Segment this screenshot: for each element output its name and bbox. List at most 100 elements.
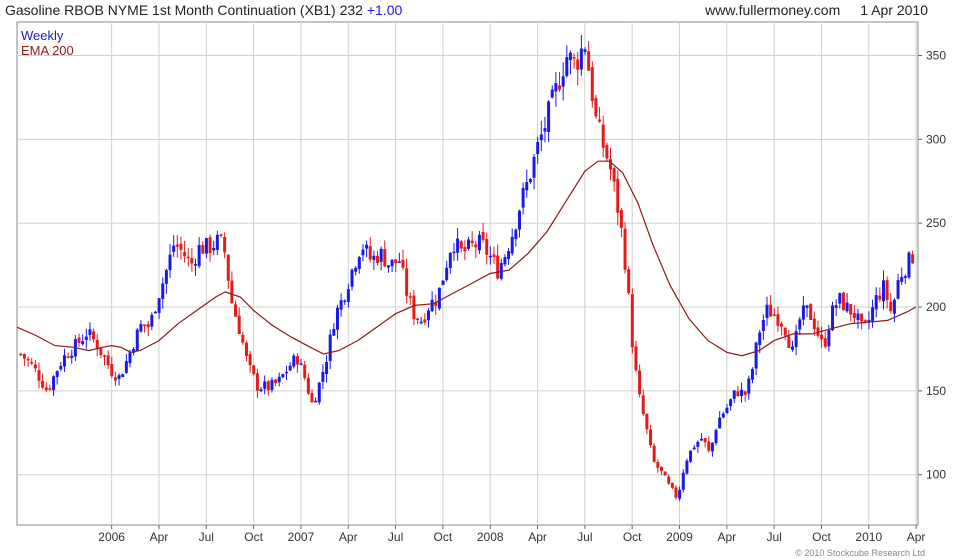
candle-body-up (696, 441, 700, 447)
price-change: +1.00 (366, 2, 403, 18)
candle-body-down (303, 364, 307, 378)
candle-body-up (161, 283, 165, 299)
candle-body-down (558, 85, 562, 90)
candle-body-down (237, 315, 241, 334)
candle-body-up (517, 210, 521, 230)
candle-body-down (627, 269, 631, 294)
candle-body-down (394, 259, 398, 264)
candle-body-up (445, 267, 449, 281)
candle-body-up (292, 355, 296, 367)
candle-body-up (346, 289, 350, 302)
candle-body-up (714, 429, 718, 444)
candle-body-up (419, 321, 423, 324)
candle-body-up (725, 407, 729, 413)
x-tick-label: Apr (528, 530, 547, 544)
candle-body-down (226, 254, 230, 281)
candle-body-up (550, 89, 554, 98)
candle-body-up (397, 261, 401, 263)
candle-body-down (241, 334, 245, 343)
y-tick-label: 250 (926, 216, 946, 230)
candle-body-up (678, 489, 682, 499)
candle-body-down (878, 295, 882, 300)
candle-body-down (22, 354, 26, 359)
x-tick-label: Jul (577, 530, 592, 544)
candle-body-up (871, 307, 875, 322)
candle-body-up (285, 371, 289, 374)
candle-body-up (212, 247, 216, 251)
x-tick-label: 2009 (666, 530, 693, 544)
candle-body-up (579, 48, 583, 70)
chart-header-meta: www.fullermoney.com 1 Apr 2010 (705, 0, 928, 20)
candle-body-down (401, 259, 405, 268)
candle-body-up (365, 244, 369, 249)
candle-body-down (95, 339, 99, 350)
candle-body-up (441, 280, 445, 285)
x-tick-label: Oct (244, 530, 263, 544)
candle-body-down (608, 159, 612, 170)
candle-body-up (525, 182, 529, 191)
candle-body-down (33, 364, 37, 369)
candle-body-down (190, 258, 194, 264)
copyright-notice: © 2010 Stockcube Research Ltd (795, 548, 925, 558)
candle-body-up (197, 245, 201, 267)
candle-body-up (521, 187, 525, 208)
candle-body-down (110, 363, 114, 376)
candle-body-up (386, 265, 390, 268)
x-tick-label: 2010 (855, 530, 882, 544)
candle-body-up (765, 304, 769, 319)
candle-body-down (106, 355, 110, 366)
x-tick-label: Apr (150, 530, 169, 544)
candle-body-up (164, 270, 168, 284)
candle-body-up (270, 379, 274, 390)
candle-body-down (598, 119, 602, 122)
candle-body-up (838, 293, 842, 304)
candle-body-up (55, 370, 59, 377)
candle-body-up (758, 332, 762, 345)
legend-ema200: EMA 200 (21, 43, 74, 58)
candle-body-down (816, 327, 820, 336)
candle-body-up (452, 251, 456, 254)
candle-body-up (379, 248, 383, 262)
candle-body-up (121, 374, 125, 378)
candle-body-down (143, 324, 147, 327)
candle-body-down (809, 304, 813, 320)
candle-body-up (831, 305, 835, 331)
candle-body-down (670, 482, 674, 488)
candle-body-down (19, 353, 23, 356)
candle-body-up (718, 417, 722, 429)
candle-body-up (124, 361, 128, 373)
site-url[interactable]: www.fullermoney.com (705, 2, 841, 18)
candle-body-down (186, 256, 190, 259)
candle-body-up (754, 342, 758, 369)
candle-body-down (230, 280, 234, 304)
candle-body-up (528, 178, 532, 183)
candle-body-up (281, 374, 285, 378)
candle-body-up (215, 234, 219, 250)
candle-body-down (175, 244, 179, 247)
candle-body-down (92, 331, 96, 340)
candle-body-up (732, 390, 736, 399)
candle-body-up (874, 295, 878, 310)
candle-body-down (852, 313, 856, 319)
candle-body-down (619, 210, 623, 228)
candle-body-down (605, 144, 609, 159)
candle-body-up (299, 363, 303, 365)
candle-body-down (863, 320, 867, 322)
candle-body-up (128, 352, 132, 364)
candle-body-down (244, 342, 248, 356)
candle-body-up (314, 400, 318, 403)
candle-body-down (113, 377, 117, 381)
candle-body-up (426, 310, 430, 321)
candle-body-up (88, 329, 92, 335)
candle-body-up (568, 52, 572, 61)
x-tick-label: Apr (717, 530, 736, 544)
candle-body-up (153, 311, 157, 314)
candle-body-up (761, 319, 765, 331)
candle-body-down (641, 395, 645, 414)
candle-body-up (856, 313, 860, 321)
candle-body-up (488, 255, 492, 258)
candle-body-down (776, 314, 780, 326)
candle-body-down (255, 373, 259, 391)
candle-body-up (561, 76, 565, 87)
candle-body-down (769, 304, 773, 317)
